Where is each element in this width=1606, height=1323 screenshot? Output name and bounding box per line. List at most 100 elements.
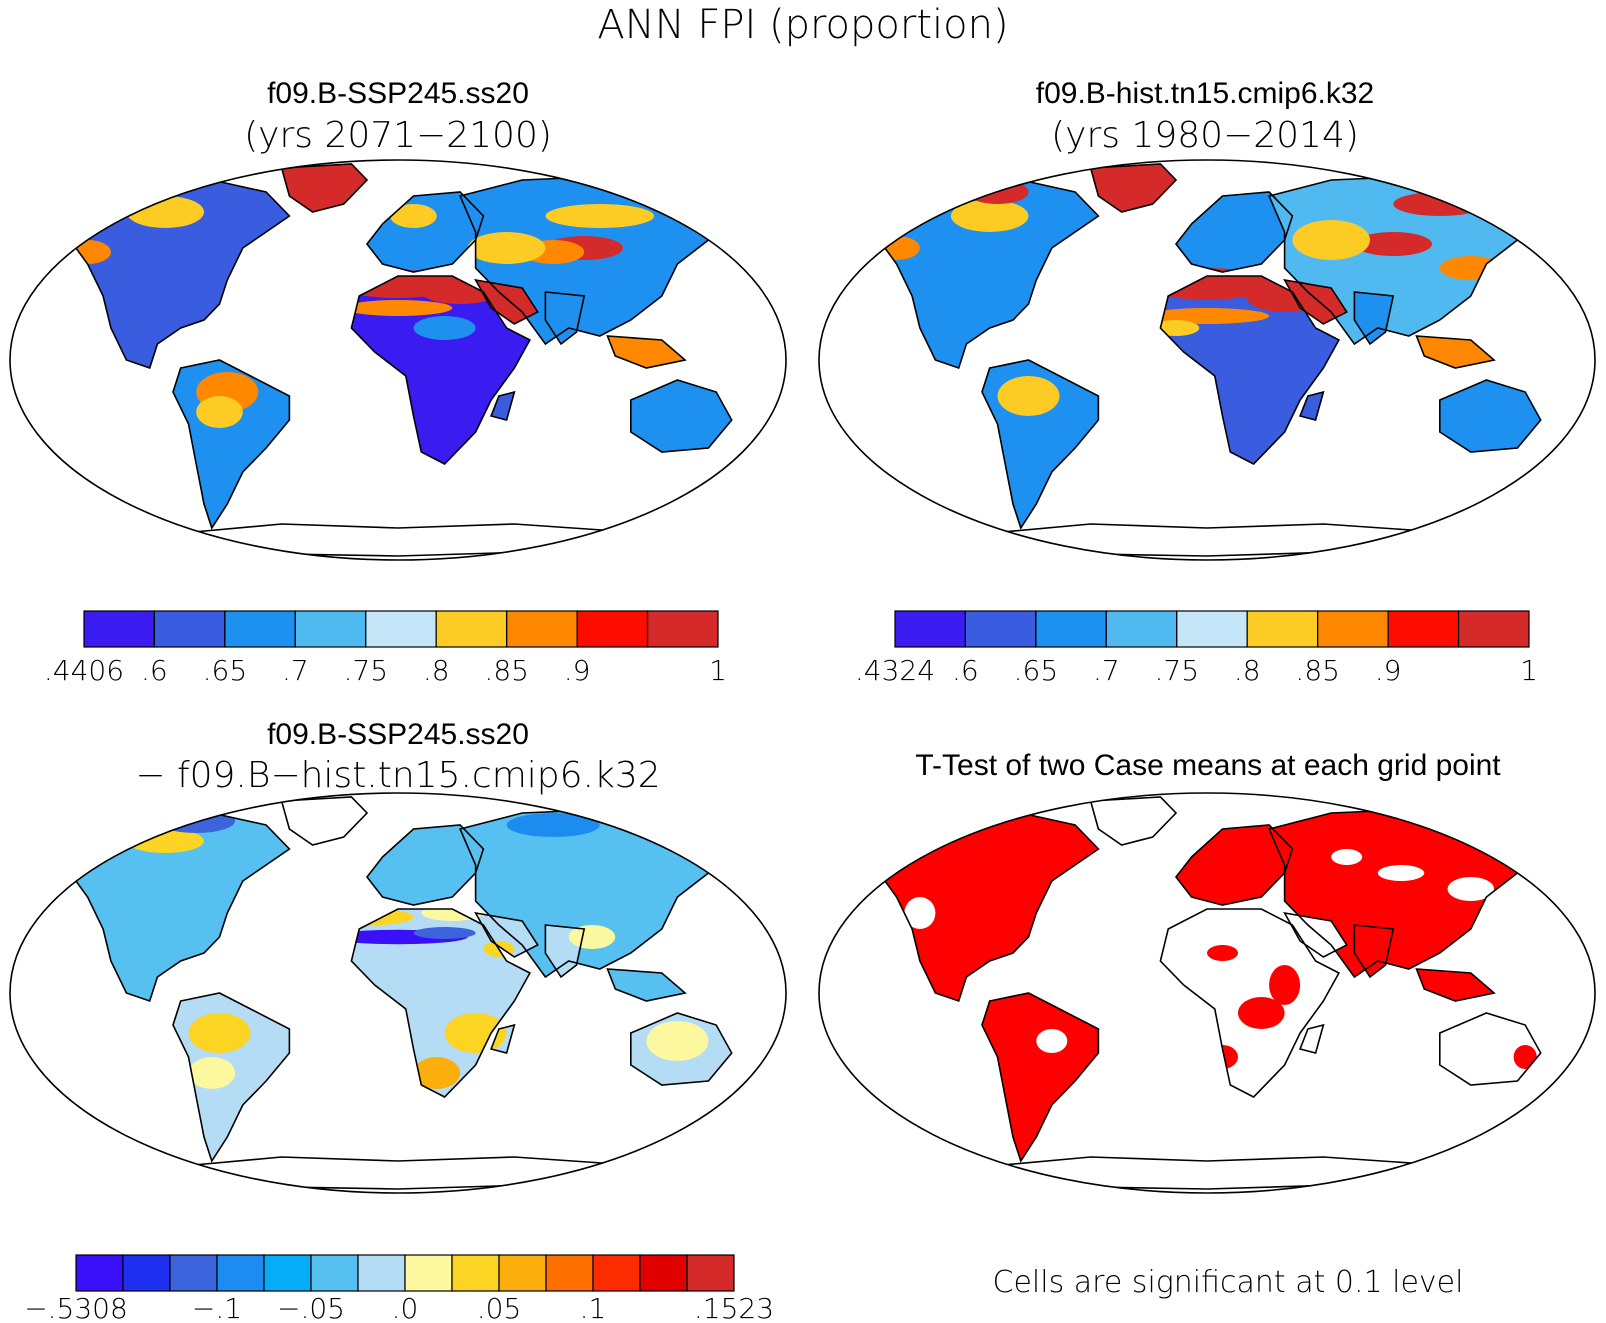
field-patch [1447,877,1495,901]
colorbar-tick-label: .4324 [855,654,935,687]
land-greenland [281,164,367,212]
colorbar-swatch [216,1254,265,1292]
coastline-europe [1174,191,1294,273]
field-patch [646,1021,709,1061]
map-panel-diff [9,792,787,1194]
field-patch [1393,192,1487,216]
field-patch [607,344,655,360]
field-patch [343,300,453,316]
colorbar-tick-label: .6 [141,654,168,687]
land-australia [1439,380,1541,452]
colorbar-tick-label: .8 [423,654,450,687]
land-india [545,292,585,344]
land-layer [873,797,1541,1189]
colorbar-swatch [153,610,226,648]
colorbar-swatch [435,610,508,648]
land-greenland [281,797,367,845]
field-patch [413,927,476,939]
field-patch [1377,865,1425,881]
coastline-greenland [1089,163,1178,213]
colorbar-swatch [169,1254,218,1292]
colorbar-tick-label: .7 [282,654,309,687]
coastline-europe [365,824,485,906]
coastline-madagascar [1299,390,1325,421]
colorbar-tick-label: −.05 [277,1292,345,1323]
field-patch [390,204,437,228]
colorbar-swatch [310,1254,359,1292]
colorbar-tick-label: .9 [1375,654,1402,687]
colorbar-tick-label: .65 [1014,654,1059,687]
land-africa [351,909,530,1097]
colorbar-swatch [964,610,1037,648]
map-frame [818,792,1596,1194]
field-detail [64,196,655,428]
coastline-arabia [1283,911,1348,958]
panel-ssp245-title: f09.B-SSP245.ss20 [267,77,529,110]
map-panel-hist [818,159,1596,561]
colorbar-swatch [224,610,296,648]
land-madagascar [491,392,515,420]
field-patch [568,925,616,949]
colorbar-tick-label: .9 [564,654,591,687]
colorbar-hist: .4324 .6 .65 .7 .75 .8 .85 .9 1 [855,610,1538,687]
coastline-south-america [981,359,1100,530]
coastline-north-america [872,812,1100,1003]
coastline-north-america [872,179,1100,370]
field-patch [1354,232,1432,256]
coastline-africa [1159,908,1340,1098]
coastlines [872,163,1542,557]
coastline-australia [1439,1012,1542,1086]
field-patch [1292,220,1370,260]
colorbar-tick-label: .85 [484,654,529,687]
colorbar-tick-label: .4406 [44,654,124,687]
colorbar-tick-label: .65 [203,654,248,687]
map-frame [818,159,1596,561]
colorbar-swatch [451,1254,500,1292]
coastline-india [1353,924,1395,979]
coastline-arabia [474,278,539,325]
field-patch [545,204,655,228]
colorbar-tick-label: .05 [477,1292,522,1323]
colorbar-swatch [639,1254,688,1292]
field-patch [997,376,1060,416]
colorbar-swatch [365,610,437,648]
field-patch [157,809,235,833]
coastline-india [544,291,586,346]
coastline-australia [629,1012,733,1086]
panel-ttest-title: T-Test of two Case means at each grid po… [915,749,1501,782]
field-patch [950,200,1029,232]
colorbar-tick-label: −.1 [192,1292,242,1323]
land-north-america [64,813,290,1001]
coastline-australia [629,379,733,453]
land-india [1354,925,1394,977]
field-patch [654,825,732,849]
field-patch [904,897,936,929]
colorbar-tick-label: .0 [392,1292,419,1323]
field-patch [1331,849,1363,865]
land-south-america [982,993,1099,1161]
colorbar-swatch [545,1254,594,1292]
field-patch [188,1013,251,1053]
colorbar-ssp245: .4406 .6 .65 .7 .75 .8 .85 .9 1 [44,610,727,687]
coastline-india [1353,291,1395,346]
field-patch [413,316,476,340]
colorbar-tick-label: .8 [1234,654,1261,687]
field-patch [506,813,600,837]
colorbar-tick-label: .7 [1093,654,1120,687]
coastline-north-america [63,812,291,1003]
colorbar-diff: −.5308 −.1 −.05 .0 .05 .1 .1523 [24,1254,774,1323]
colorbar-tick-label: .75 [344,654,389,687]
panel-diff-subtitle: − f09.B−hist.tn15.cmip6.k32 [135,755,660,796]
field-patch [398,356,476,404]
colorbar-swatch [686,1254,735,1292]
land-north-america [64,180,290,368]
figure-title: ANN FPI (proportion) [597,2,1008,48]
field-patch [413,1057,461,1089]
coastline-madagascar [490,390,516,421]
colorbar-tick-label: −.5308 [24,1292,128,1323]
colorbar-swatch [506,610,578,648]
colorbar-swatch [1035,610,1107,648]
coastline-arabia [474,911,539,958]
colorbar-swatch [1317,610,1389,648]
